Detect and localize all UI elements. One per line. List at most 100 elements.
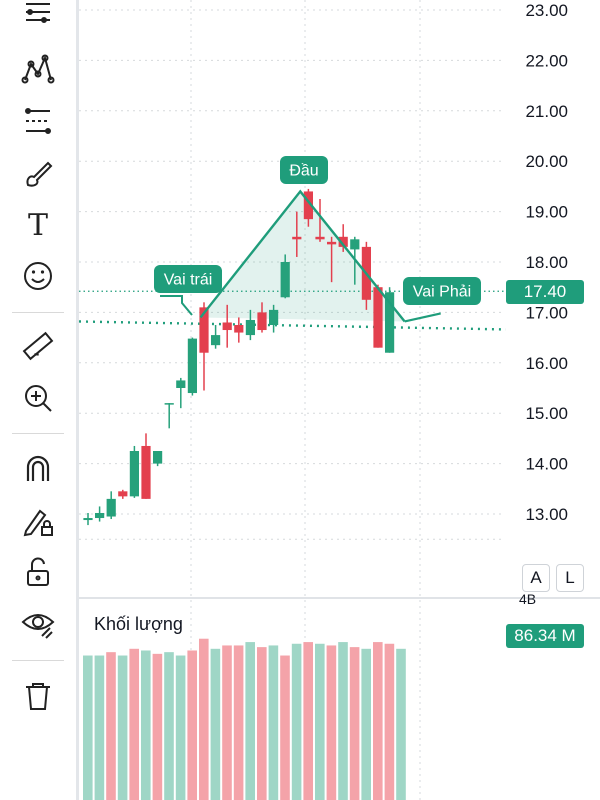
drawing-toolbar: T [0,0,76,800]
candle-body [385,292,395,353]
candle-body [176,380,186,388]
volume-bar [338,642,348,800]
price-axis: 23.00 22.00 21.00 20.00 19.00 18.00 17.00 16.00… [525,1,568,524]
candle-body [292,236,302,240]
candle-body [373,287,383,348]
price-axis-tick: 16.00 [525,354,568,373]
candle-body [118,491,128,497]
fibonacci-tool[interactable] [10,101,66,141]
left-shoulder-label: Vai trái [154,265,222,293]
zoom-in-icon [25,385,52,412]
pattern-icon [21,54,55,84]
volume-bar [326,645,337,800]
svg-text:T: T [28,208,48,242]
trend-lines-tool[interactable] [10,0,66,34]
ruler-tool[interactable] [10,326,66,366]
pattern-tool[interactable] [10,50,66,90]
candle-body [199,307,209,353]
volume-bar [187,650,197,800]
candle-body [327,241,337,245]
label-box [154,265,222,293]
volume-bar [303,642,313,800]
candle-body [153,451,163,464]
volume-bar [175,655,186,800]
fibonacci-icon [25,108,51,134]
ruler-icon [22,331,54,361]
volume-bar [349,647,360,800]
volume-bar [384,643,395,800]
trash-icon [26,683,50,710]
price-axis-tick: 19.00 [525,203,568,222]
candle-body [350,239,360,250]
volume-title: Khối lượng [94,614,183,634]
zoom-in-tool[interactable] [10,378,66,418]
text-tool[interactable]: T [10,204,66,244]
price-axis-tick: 15.00 [525,404,568,423]
unlock-tool[interactable] [10,553,66,593]
lock-drawing-tool[interactable] [10,501,66,541]
unlock-icon [27,557,49,586]
price-axis-tick: 17.00 [525,303,568,322]
label-box [280,156,328,184]
toolbar-divider-line [76,0,79,800]
candle-body [315,236,325,240]
toolbar-divider [12,433,64,434]
price-axis-tick: 13.00 [525,505,568,524]
pattern-triangle-fill [200,191,405,322]
volume-bar [222,645,232,800]
volume-bar [233,645,244,800]
volume-bar [315,643,325,800]
label-text: Vai Phải [413,284,471,301]
left-shoulder-pointer [160,295,193,316]
right-shoulder-tail [404,312,441,323]
volume-bar [396,648,406,800]
price-axis-tick: 22.00 [525,51,568,70]
candle-body [234,325,244,333]
candle-body [95,512,105,519]
trash-tool[interactable] [10,676,66,716]
candle-body [222,322,232,331]
magnet-icon [26,455,50,481]
volume-axis-label: 4B [519,591,537,607]
magnet-tool[interactable] [10,449,66,489]
trend-lines-icon [26,3,50,23]
volume-bar [245,642,255,800]
log-scale-button[interactable]: L [556,564,584,592]
eye-icon [21,614,55,639]
toolbar-divider [12,312,64,313]
head-shoulders-line [199,189,406,323]
emoji-tool[interactable] [10,256,66,296]
candle-body [257,312,267,331]
volume-bars [83,638,406,800]
eye-tool[interactable] [10,604,66,644]
candle-body [141,445,151,499]
auto-scale-button[interactable]: A [522,564,550,592]
volume-bar [164,652,174,800]
volume-bar [152,653,163,800]
candle-body [211,335,221,346]
emoji-icon [24,262,52,290]
price-axis-tick: 21.00 [525,102,568,121]
candle-body [280,262,290,298]
pattern-lines[interactable]: Vai trái Đầu Vai Phải [154,156,481,323]
candles [83,188,395,526]
volume-bar [280,655,290,800]
last-price-label: 17.40 [506,280,584,304]
volume-bar [141,650,151,800]
brush-tool[interactable] [10,153,66,193]
brush-icon [26,161,53,187]
label-text: Vai trái [164,272,213,289]
price-axis-tick: 18.00 [525,253,568,272]
volume-bar [106,652,116,800]
volume-bar [373,642,383,800]
candle-body [164,403,174,405]
volume-bar [268,645,279,800]
label-text: Đầu [289,163,318,180]
volume-bar [94,655,105,800]
pattern-fill [200,191,405,322]
volume-value-label: 86.34 M [506,624,584,648]
neckline [78,320,507,331]
lock-drawing-icon [23,509,53,537]
price-axis-tick: 20.00 [525,152,568,171]
